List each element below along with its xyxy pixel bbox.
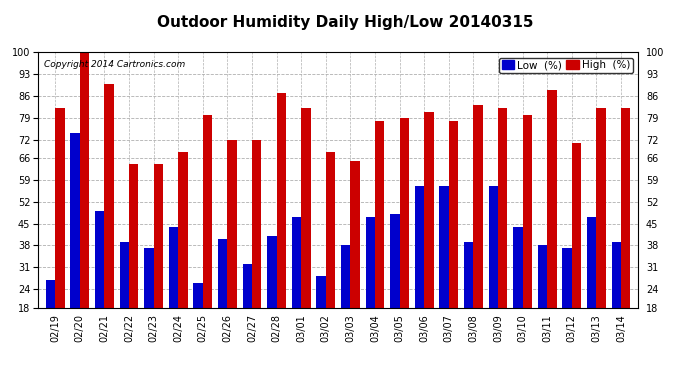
Bar	[621, 108, 631, 307]
Bar	[473, 105, 483, 308]
Bar	[489, 186, 498, 308]
Bar	[317, 276, 326, 308]
Bar	[193, 283, 203, 308]
Bar	[498, 108, 507, 307]
Bar	[522, 115, 532, 308]
Bar	[267, 236, 277, 308]
Bar	[415, 186, 424, 308]
Bar	[513, 226, 522, 308]
Bar	[154, 165, 163, 308]
Bar	[95, 211, 104, 308]
Bar	[144, 248, 154, 308]
Bar	[424, 112, 433, 308]
Bar	[538, 245, 547, 308]
Bar	[440, 186, 449, 308]
Bar	[203, 115, 212, 308]
Bar	[70, 134, 80, 308]
Text: Outdoor Humidity Daily High/Low 20140315: Outdoor Humidity Daily High/Low 20140315	[157, 15, 533, 30]
Bar	[464, 242, 473, 308]
Bar	[351, 161, 359, 308]
Bar	[104, 84, 114, 308]
Bar	[46, 279, 55, 308]
Bar	[178, 152, 188, 308]
Legend: Low  (%), High  (%): Low (%), High (%)	[499, 58, 633, 73]
Bar	[596, 108, 606, 307]
Bar	[587, 217, 596, 308]
Bar	[302, 108, 310, 307]
Bar	[119, 242, 129, 308]
Bar	[547, 90, 557, 308]
Bar	[252, 140, 262, 308]
Bar	[572, 142, 581, 308]
Bar	[243, 264, 252, 308]
Bar	[375, 121, 384, 308]
Bar	[80, 53, 89, 308]
Bar	[562, 248, 572, 308]
Bar	[277, 93, 286, 308]
Bar	[169, 226, 178, 308]
Bar	[341, 245, 351, 308]
Bar	[292, 217, 302, 308]
Bar	[391, 214, 400, 308]
Bar	[366, 217, 375, 308]
Bar	[218, 239, 228, 308]
Bar	[400, 118, 409, 308]
Bar	[129, 165, 138, 308]
Bar	[228, 140, 237, 308]
Bar	[326, 152, 335, 308]
Bar	[611, 242, 621, 308]
Bar	[448, 121, 458, 308]
Text: Copyright 2014 Cartronics.com: Copyright 2014 Cartronics.com	[44, 60, 185, 69]
Bar	[55, 108, 65, 307]
